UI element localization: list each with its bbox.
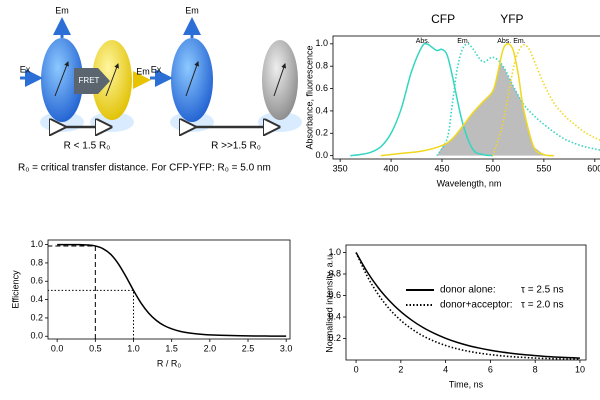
x-tick-label: 2.5 xyxy=(242,343,255,353)
series-line xyxy=(380,43,555,157)
guide-line xyxy=(48,245,96,339)
fret-diagram: FRET Ex Em Em Ex Em R < 1.5 R₀ R >>1.5 R… xyxy=(18,5,302,174)
x-tick-label: 1.0 xyxy=(127,343,140,353)
x-tick-label: 3.0 xyxy=(280,343,293,353)
x-tick-label: 0.5 xyxy=(89,343,102,353)
legend-value: τ = 2.0 ns xyxy=(521,300,564,311)
y-tick-label: 0.8 xyxy=(328,268,341,278)
y-tick-label: 0.0 xyxy=(30,331,43,341)
x-tick-label: 350 xyxy=(333,163,348,173)
guide-line xyxy=(48,289,135,339)
group-label: CFP xyxy=(431,12,455,26)
x-tick-label: 550 xyxy=(536,163,551,173)
x-tick-label: 400 xyxy=(384,163,399,173)
x-tick-label: 8 xyxy=(533,364,538,374)
x-axis-label: R / R₀ xyxy=(157,358,182,368)
x-tick-label: 2 xyxy=(398,364,403,374)
y-tick-label: 0.6 xyxy=(315,83,328,93)
fret-arrow xyxy=(74,68,110,94)
series-label: Em. xyxy=(457,38,470,45)
ex-label: Ex xyxy=(20,64,31,74)
y-tick-label: 0.4 xyxy=(30,294,43,304)
donor xyxy=(41,38,83,122)
dipole xyxy=(105,63,119,97)
x-tick-label: 2.0 xyxy=(204,343,217,353)
y-axis-label: Efficiency xyxy=(10,270,20,309)
plot-frame xyxy=(345,244,587,361)
fret-label: FRET xyxy=(79,76,100,85)
series-line xyxy=(355,252,580,359)
x-tick-label: 1.5 xyxy=(165,343,178,353)
legend-label: donor+acceptor: xyxy=(440,300,513,311)
x-axis-label: Wavelength, nm xyxy=(437,178,502,188)
caption: R₀ = critical transfer distance. For CFP… xyxy=(18,163,271,174)
series-line xyxy=(492,44,600,156)
y-tick-label: 0.8 xyxy=(30,257,43,267)
x-tick-label: 600 xyxy=(587,163,600,173)
legend-value: τ = 2.5 ns xyxy=(521,285,564,296)
series-line xyxy=(57,243,287,337)
y-tick-label: 0.2 xyxy=(30,312,43,322)
y-axis-label: Normalised intensity, a.u. xyxy=(324,252,334,352)
y-axis-label: Absorbance, fluorescence xyxy=(304,45,314,149)
dipole xyxy=(273,63,287,97)
x-tick-label: 10 xyxy=(575,364,585,374)
series-label: Abs. xyxy=(497,38,511,45)
y-tick-label: 0.4 xyxy=(315,105,328,115)
series-line xyxy=(355,252,580,361)
y-tick-label: 0.0 xyxy=(315,150,328,160)
em-label: Em xyxy=(185,5,199,15)
em-label: Em xyxy=(55,5,69,15)
y-tick-label: 0.6 xyxy=(30,276,43,286)
plot-frame xyxy=(332,35,600,160)
x-tick-label: 500 xyxy=(485,163,500,173)
x-tick-label: 0.0 xyxy=(51,343,64,353)
y-tick-label: 0.6 xyxy=(328,290,341,300)
ex-label: Ex xyxy=(151,64,162,74)
x-tick-label: 450 xyxy=(434,163,449,173)
group-label: YFP xyxy=(500,12,523,26)
distance-label: R < 1.5 R₀ xyxy=(64,141,111,152)
distance-label: R >>1.5 R₀ xyxy=(211,141,261,152)
y-tick-label: 0.8 xyxy=(315,61,328,71)
y-tick-label: 1.0 xyxy=(30,239,43,249)
y-tick-label: 0.4 xyxy=(328,311,341,321)
y-tick-label: 1.0 xyxy=(315,38,328,48)
x-axis-label: Time, ns xyxy=(449,379,484,389)
x-tick-label: 6 xyxy=(488,364,493,374)
series-label: Abs. xyxy=(416,38,430,45)
y-tick-label: 0.2 xyxy=(328,333,341,343)
dipole xyxy=(185,61,200,97)
x-tick-label: 4 xyxy=(443,364,448,374)
legend-label: donor alone: xyxy=(440,285,496,296)
overlap-area xyxy=(436,63,555,156)
x-tick-label: 0 xyxy=(354,364,359,374)
em-label: Em xyxy=(136,66,150,76)
series-label: Em. xyxy=(513,38,526,45)
y-tick-label: 1.0 xyxy=(328,247,341,257)
dipole xyxy=(54,61,69,97)
plot-frame xyxy=(47,239,291,340)
y-tick-label: 0.2 xyxy=(315,128,328,138)
